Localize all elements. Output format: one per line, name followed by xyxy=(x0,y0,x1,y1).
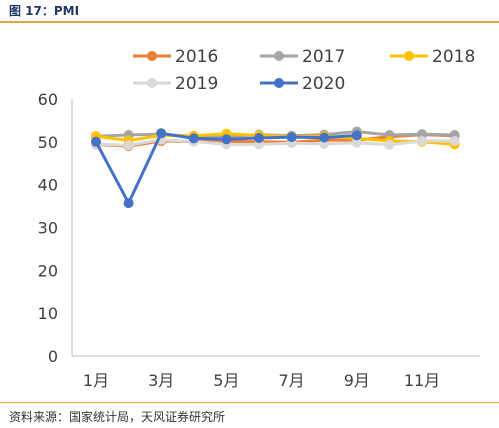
legend-entry-2019: 2019 xyxy=(133,74,218,94)
data-point xyxy=(188,133,199,144)
data-point xyxy=(417,129,427,140)
series-line xyxy=(95,138,455,147)
data-point xyxy=(449,136,460,146)
data-point xyxy=(384,139,395,150)
x-tick-label: 5月 xyxy=(213,371,239,390)
legend-label: 2018 xyxy=(432,47,475,67)
y-tick-label: 10 xyxy=(38,304,58,323)
data-point xyxy=(123,140,134,151)
data-point xyxy=(221,134,232,145)
legend-entry-2020: 2020 xyxy=(260,74,345,94)
figure-title: 图 17：PMI xyxy=(9,4,80,18)
x-axis: 1月 3月 5月 7月 9月 11月 xyxy=(72,355,480,390)
x-tick-label: 11月 xyxy=(404,371,440,390)
data-point xyxy=(123,198,134,209)
y-axis: 0 10 20 30 40 50 60 xyxy=(38,90,73,366)
legend-swatch-marker xyxy=(404,51,414,61)
y-tick-label: 50 xyxy=(38,133,58,152)
x-tick-label: 3月 xyxy=(148,371,174,390)
legend-swatch-marker xyxy=(147,78,157,88)
legend-swatch-marker xyxy=(274,78,284,88)
data-point xyxy=(286,132,297,143)
data-point xyxy=(254,133,264,143)
legend-entry-2017: 2017 xyxy=(260,47,345,67)
top-rule xyxy=(0,21,499,23)
data-point xyxy=(91,136,101,147)
chart-legend: 2016 2017 2018 2019 2020 xyxy=(133,47,475,94)
source-note: 资料来源：国家统计局，天风证券研究所 xyxy=(9,410,226,424)
x-tick-label: 1月 xyxy=(83,371,109,390)
series-2020 xyxy=(91,128,362,209)
legend-label: 2016 xyxy=(175,47,218,67)
legend-swatch-marker xyxy=(147,51,157,61)
legend-label: 2019 xyxy=(175,74,218,94)
series-layer xyxy=(91,126,460,209)
data-point xyxy=(351,130,362,141)
data-point xyxy=(417,136,427,146)
legend-swatch-marker xyxy=(274,51,284,61)
legend-label: 2020 xyxy=(302,74,345,94)
y-tick-label: 60 xyxy=(38,90,58,109)
legend-label: 2017 xyxy=(302,47,345,67)
data-point xyxy=(319,132,330,143)
x-tick-label: 9月 xyxy=(344,371,370,390)
y-tick-label: 0 xyxy=(48,347,58,366)
y-tick-label: 30 xyxy=(38,219,58,238)
y-tick-label: 40 xyxy=(38,176,58,195)
pmi-line-chart: 2016 2017 2018 2019 2020 0 10 20 30 40 50 60 1月 3月 5… xyxy=(38,47,480,390)
legend-entry-2016: 2016 xyxy=(133,47,218,67)
legend-entry-2018: 2018 xyxy=(390,47,475,67)
data-point xyxy=(351,137,362,148)
bottom-rule xyxy=(0,402,499,403)
y-tick-label: 20 xyxy=(38,261,58,280)
series-2017 xyxy=(91,126,460,142)
x-tick-label: 7月 xyxy=(279,371,305,390)
data-point xyxy=(156,128,167,139)
